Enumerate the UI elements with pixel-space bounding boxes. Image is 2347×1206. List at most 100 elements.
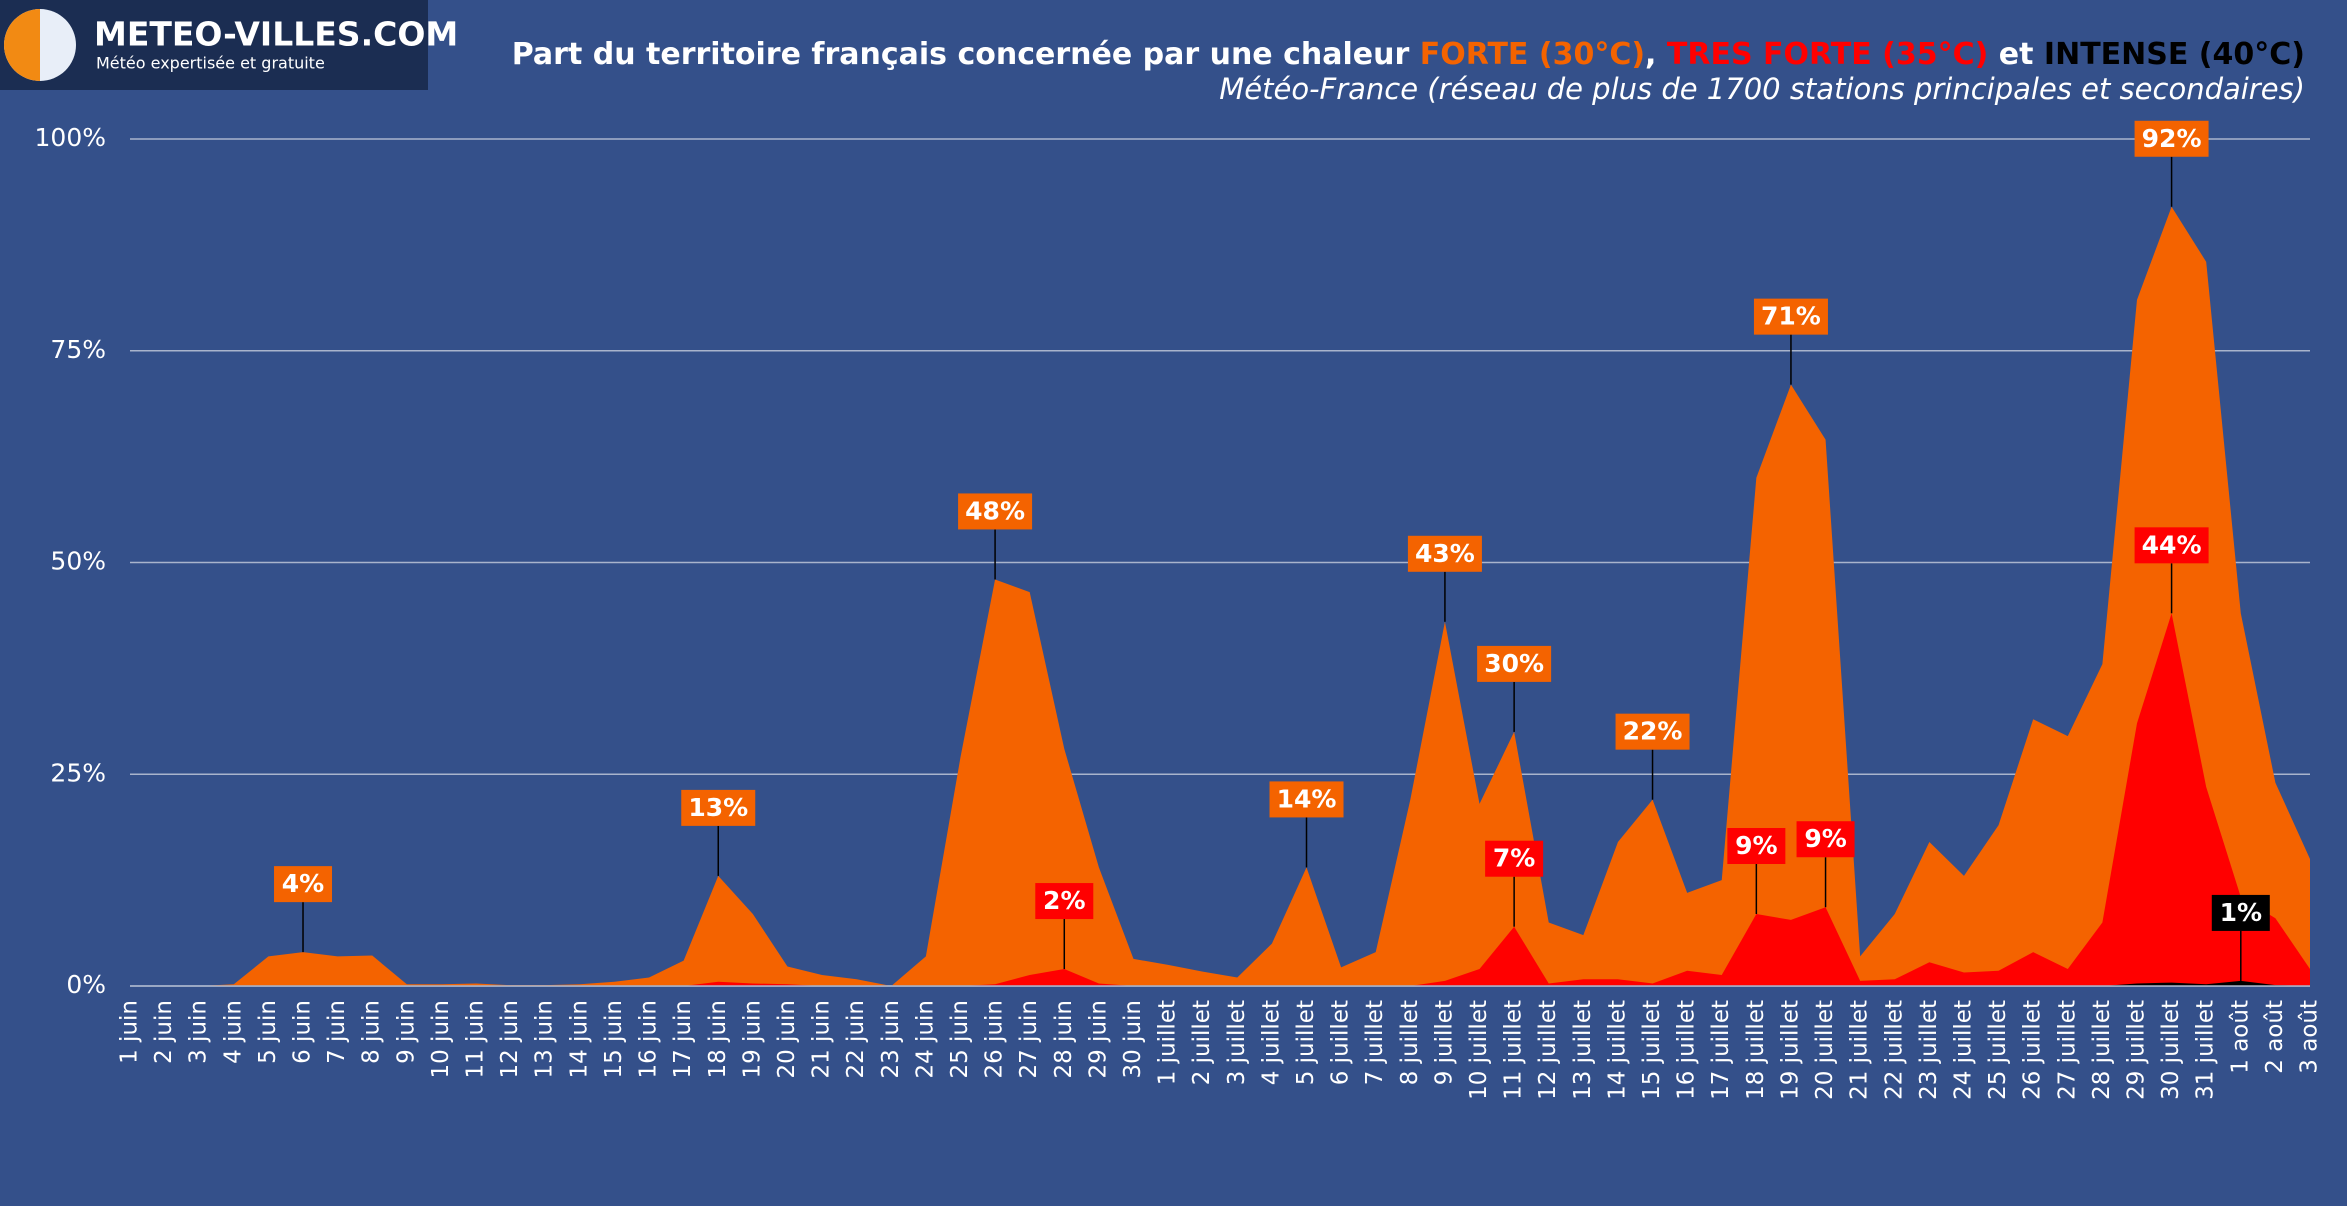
- x-tick-label: 2 juillet: [1189, 1000, 1215, 1085]
- y-tick-label: 0%: [66, 970, 106, 999]
- x-tick-label: 30 juillet: [2158, 1000, 2184, 1100]
- value-label-box: [1407, 535, 1482, 572]
- x-tick-label: 12 juin: [497, 1000, 523, 1079]
- x-tick-label: 6 juillet: [1328, 1000, 1354, 1085]
- x-tick-label: 23 juin: [878, 1000, 904, 1079]
- x-tick-label: 17 juin: [670, 1000, 696, 1079]
- title-part: Part du territoire français concernée pa…: [512, 37, 1420, 72]
- value-label-box: [1269, 781, 1344, 818]
- x-tick-label: 7 juin: [324, 1000, 350, 1064]
- value-label: 9%: [1804, 824, 1846, 853]
- x-tick-label: 25 juin: [947, 1000, 973, 1079]
- x-tick-label: 18 juillet: [1743, 1000, 1769, 1100]
- value-label: 1%: [2220, 898, 2262, 927]
- value-label: 43%: [1415, 539, 1475, 568]
- logo-title: METEO-VILLES.COM: [94, 15, 458, 54]
- logo-icon-half: [4, 9, 40, 81]
- x-tick-label: 12 juillet: [1535, 1000, 1561, 1100]
- x-tick-label: 10 juin: [428, 1000, 454, 1079]
- x-tick-label: 29 juillet: [2123, 1000, 2149, 1100]
- value-label-box: [2211, 894, 2270, 931]
- x-tick-label: 1 juillet: [1155, 1000, 1181, 1085]
- x-tick-label: 22 juillet: [1881, 1000, 1907, 1100]
- x-tick-label: 28 juin: [1051, 1000, 1077, 1079]
- x-tick-label: 2 août: [2262, 1000, 2288, 1074]
- value-label-box: [1727, 828, 1786, 865]
- value-label-box: [2134, 527, 2209, 564]
- y-tick-label: 50%: [50, 547, 106, 576]
- title-part: FORTE (30°C): [1420, 37, 1645, 72]
- title-part: INTENSE (40°C): [2044, 37, 2305, 72]
- x-tick-label: 3 juin: [186, 1000, 212, 1064]
- x-tick-label: 13 juin: [532, 1000, 558, 1079]
- x-tick-label: 24 juin: [912, 1000, 938, 1079]
- x-tick-label: 8 juin: [359, 1000, 385, 1064]
- x-tick-label: 18 juin: [705, 1000, 731, 1079]
- x-tick-label: 15 juillet: [1639, 1000, 1665, 1100]
- x-tick-label: 10 juillet: [1466, 1000, 1492, 1100]
- title-part: ,: [1645, 37, 1667, 72]
- x-tick-label: 20 juin: [774, 1000, 800, 1079]
- area: [130, 206, 2310, 986]
- x-tick-label: 14 juillet: [1604, 1000, 1630, 1100]
- x-tick-label: 4 juillet: [1258, 1000, 1284, 1085]
- logo-tagline: Météo expertisée et gratuite: [96, 54, 325, 73]
- x-tick-label: 25 juillet: [1985, 1000, 2011, 1100]
- x-tick-label: 7 juillet: [1362, 1000, 1388, 1085]
- value-label: 30%: [1484, 649, 1544, 678]
- value-label-box: [681, 789, 756, 826]
- value-label: 44%: [2142, 530, 2202, 559]
- value-label-box: [274, 866, 333, 903]
- value-label-box: [2134, 120, 2209, 157]
- x-tick-label: 16 juillet: [1674, 1000, 1700, 1100]
- x-tick-label: 2 juin: [151, 1000, 177, 1064]
- x-tick-label: 3 juillet: [1224, 1000, 1250, 1085]
- x-tick-label: 15 juin: [601, 1000, 627, 1079]
- value-label: 48%: [965, 496, 1025, 525]
- value-label-box: [1615, 713, 1690, 750]
- x-tick-label: 21 juin: [809, 1000, 835, 1079]
- value-label-box: [1477, 645, 1552, 682]
- x-tick-label: 11 juin: [463, 1000, 489, 1079]
- y-tick-label: 100%: [35, 123, 106, 152]
- x-tick-label: 13 juillet: [1570, 1000, 1596, 1100]
- value-label: 13%: [688, 793, 748, 822]
- x-tick-label: 26 juin: [982, 1000, 1008, 1079]
- value-label-box: [1753, 298, 1828, 335]
- value-label-box: [1485, 840, 1544, 877]
- x-tick-label: 23 juillet: [1916, 1000, 1942, 1100]
- x-tick-label: 27 juin: [1016, 1000, 1042, 1079]
- x-tick-label: 8 juillet: [1397, 1000, 1423, 1085]
- x-tick-label: 21 juillet: [1847, 1000, 1873, 1100]
- value-label: 2%: [1043, 886, 1085, 915]
- x-tick-label: 11 juillet: [1501, 1000, 1527, 1100]
- y-tick-label: 25%: [50, 758, 106, 787]
- value-label: 71%: [1761, 302, 1821, 331]
- area: [130, 613, 2310, 986]
- x-tick-label: 19 juillet: [1777, 1000, 1803, 1100]
- value-label-box: [1035, 883, 1094, 920]
- value-label-box: [1796, 821, 1855, 858]
- title-part: TRES FORTE (35°C): [1667, 37, 1988, 72]
- value-label: 4%: [282, 869, 324, 898]
- x-tick-label: 30 juin: [1120, 1000, 1146, 1079]
- value-label: 14%: [1277, 784, 1337, 813]
- x-tick-label: 31 juillet: [2193, 1000, 2219, 1100]
- x-tick-label: 5 juin: [255, 1000, 281, 1064]
- x-tick-label: 6 juin: [290, 1000, 316, 1064]
- value-label: 22%: [1623, 717, 1683, 746]
- x-tick-label: 1 juin: [117, 1000, 143, 1064]
- value-label: 7%: [1493, 844, 1535, 873]
- x-tick-label: 5 juillet: [1293, 1000, 1319, 1085]
- value-label: 9%: [1735, 831, 1777, 860]
- chart-subtitle: Météo-France (réseau de plus de 1700 sta…: [1219, 72, 2305, 106]
- x-tick-label: 9 juillet: [1431, 1000, 1457, 1085]
- x-tick-label: 1 août: [2227, 1000, 2253, 1074]
- x-tick-label: 27 juillet: [2054, 1000, 2080, 1100]
- x-tick-label: 28 juillet: [2089, 1000, 2115, 1100]
- value-label: 92%: [2142, 124, 2202, 153]
- x-tick-label: 17 juillet: [1708, 1000, 1734, 1100]
- x-tick-label: 16 juin: [636, 1000, 662, 1079]
